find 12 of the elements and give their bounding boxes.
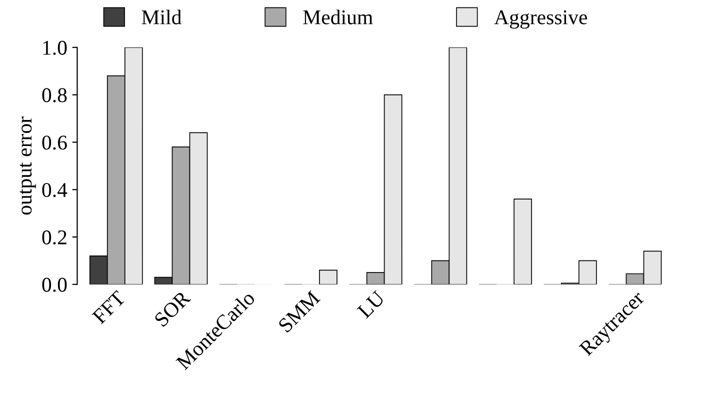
y-axis-title: output error <box>20 116 36 215</box>
y-tick-label: 0.6 <box>42 136 67 150</box>
y-tick-label: 1.0 <box>43 40 67 55</box>
x-tick-label: LU <box>356 290 386 319</box>
legend-label: Medium <box>303 10 373 24</box>
y-tick-label: 0.0 <box>42 278 67 292</box>
legend-label: Aggressive <box>494 10 588 29</box>
y-tick-label: 0.8 <box>42 88 67 102</box>
legend-label: Mild <box>142 10 182 24</box>
y-tick-label: 0.4 <box>42 182 68 198</box>
x-tick-label: FFT <box>92 290 126 324</box>
y-tick-label: 0.2 <box>42 230 66 245</box>
